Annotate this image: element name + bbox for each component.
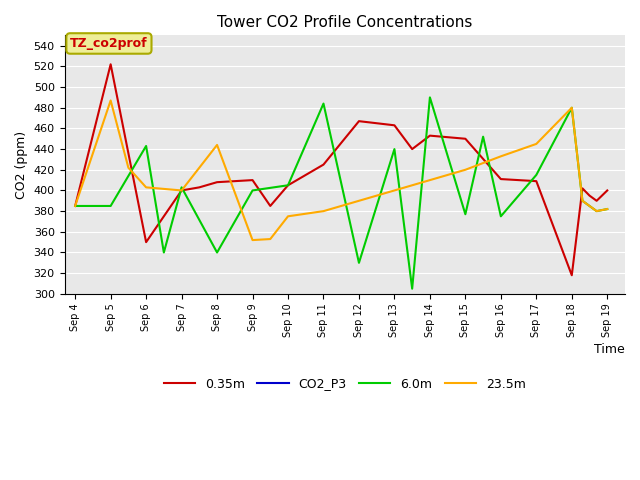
- 23.5m: [532, 141, 540, 147]
- Line: 6.0m: 6.0m: [75, 97, 607, 288]
- 23.5m: [426, 177, 434, 183]
- 23.5m: [284, 214, 292, 219]
- 6.0m: [593, 208, 600, 214]
- 6.0m: [479, 134, 487, 140]
- 0.35m: [426, 133, 434, 139]
- 6.0m: [604, 206, 611, 212]
- 0.35m: [593, 198, 600, 204]
- 6.0m: [355, 260, 363, 266]
- 23.5m: [266, 236, 274, 242]
- 0.35m: [71, 203, 79, 209]
- 0.35m: [497, 176, 505, 182]
- 6.0m: [532, 172, 540, 178]
- 6.0m: [178, 184, 186, 190]
- 0.35m: [586, 193, 593, 199]
- 23.5m: [390, 188, 398, 193]
- Y-axis label: CO2 (ppm): CO2 (ppm): [15, 131, 28, 199]
- 23.5m: [213, 142, 221, 148]
- 6.0m: [579, 198, 586, 204]
- 0.35m: [408, 146, 416, 152]
- 23.5m: [178, 188, 186, 193]
- 23.5m: [593, 208, 600, 214]
- 23.5m: [586, 203, 593, 209]
- 0.35m: [461, 136, 469, 142]
- 0.35m: [284, 182, 292, 188]
- Line: 0.35m: 0.35m: [75, 64, 607, 275]
- 23.5m: [579, 198, 586, 204]
- Text: TZ_co2prof: TZ_co2prof: [70, 37, 148, 50]
- 6.0m: [390, 146, 398, 152]
- 0.35m: [579, 185, 586, 191]
- 0.35m: [319, 162, 327, 168]
- 23.5m: [355, 198, 363, 204]
- 23.5m: [604, 206, 611, 212]
- 6.0m: [426, 95, 434, 100]
- 6.0m: [461, 211, 469, 217]
- 23.5m: [319, 208, 327, 214]
- 6.0m: [142, 143, 150, 149]
- 0.35m: [568, 272, 575, 278]
- Title: Tower CO2 Profile Concentrations: Tower CO2 Profile Concentrations: [217, 15, 472, 30]
- 6.0m: [408, 286, 416, 291]
- 6.0m: [107, 203, 115, 209]
- Legend: 0.35m, CO2_P3, 6.0m, 23.5m: 0.35m, CO2_P3, 6.0m, 23.5m: [159, 372, 531, 396]
- 0.35m: [107, 61, 115, 67]
- 6.0m: [249, 188, 257, 193]
- X-axis label: Time: Time: [595, 343, 625, 356]
- 23.5m: [249, 237, 257, 243]
- 6.0m: [319, 101, 327, 107]
- 0.35m: [604, 188, 611, 193]
- 23.5m: [461, 167, 469, 173]
- 0.35m: [390, 122, 398, 128]
- 0.35m: [249, 177, 257, 183]
- 23.5m: [497, 154, 505, 159]
- 6.0m: [213, 250, 221, 255]
- 0.35m: [195, 184, 203, 190]
- 23.5m: [71, 203, 79, 209]
- 6.0m: [497, 214, 505, 219]
- 0.35m: [213, 180, 221, 185]
- 23.5m: [107, 97, 115, 103]
- 6.0m: [586, 203, 593, 209]
- Line: 23.5m: 23.5m: [75, 100, 607, 240]
- 0.35m: [142, 239, 150, 245]
- 6.0m: [284, 182, 292, 188]
- 6.0m: [71, 203, 79, 209]
- 23.5m: [125, 165, 132, 170]
- 23.5m: [142, 184, 150, 190]
- 6.0m: [568, 105, 575, 110]
- 23.5m: [568, 105, 575, 110]
- 0.35m: [178, 188, 186, 193]
- 0.35m: [355, 118, 363, 124]
- 0.35m: [266, 203, 274, 209]
- 0.35m: [532, 178, 540, 184]
- 6.0m: [160, 250, 168, 255]
